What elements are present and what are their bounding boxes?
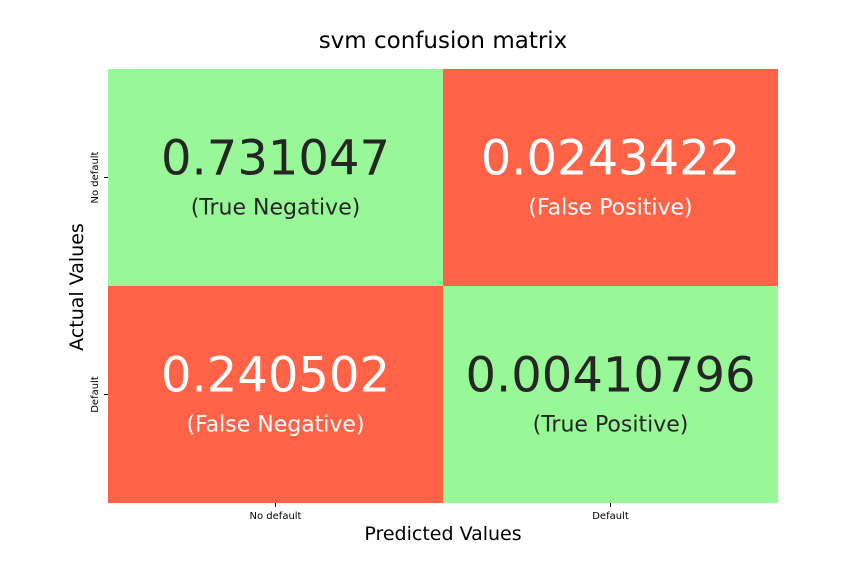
chart-title: svm confusion matrix [319,28,568,54]
y-tick-label: Default [90,376,101,413]
heatmap-cells: 0.731047 (True Negative) 0.0243422 (False P… [108,69,778,503]
heatmap-cell: 0.00410796 (True Positive) [443,286,778,503]
x-tick-label: No default [250,511,302,522]
x-axis-label: Predicted Values [364,523,521,545]
y-tick-label: No default [90,151,101,203]
cell-value: 0.240502 [161,348,390,404]
cell-label: (True Positive) [533,413,689,438]
cell-label: (False Negative) [186,413,364,438]
y-axis-label: Actual Values [66,223,88,351]
heatmap-cell-rect [108,69,443,286]
cell-value: 0.731047 [161,131,390,187]
heatmap-cell-rect [443,69,778,286]
heatmap-cell: 0.240502 (False Negative) [108,286,443,503]
heatmap-cell: 0.731047 (True Negative) [108,69,443,286]
cell-value: 0.00410796 [465,348,755,404]
heatmap-cell: 0.0243422 (False Positive) [443,69,778,286]
cell-label: (True Negative) [191,196,361,221]
axis-ticks: No default Default No default Default [90,151,629,522]
cell-value: 0.0243422 [481,131,741,187]
x-tick-label: Default [592,511,629,522]
cell-label: (False Positive) [528,196,692,221]
heatmap-cell-rect [108,286,443,503]
heatmap-cell-rect [443,286,778,503]
